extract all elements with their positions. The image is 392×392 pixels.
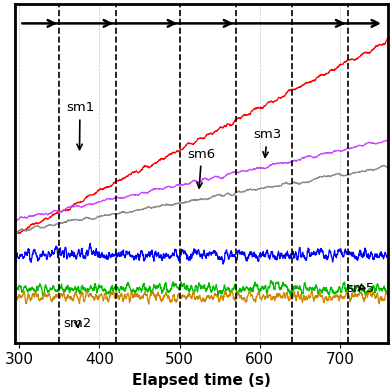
Text: sm2: sm2 xyxy=(64,317,92,330)
X-axis label: Elapsed time (s): Elapsed time (s) xyxy=(132,373,271,388)
Text: sm6: sm6 xyxy=(188,148,216,188)
Text: sm3: sm3 xyxy=(253,129,281,157)
Text: sm5: sm5 xyxy=(346,282,374,295)
Text: sm1: sm1 xyxy=(66,102,94,149)
